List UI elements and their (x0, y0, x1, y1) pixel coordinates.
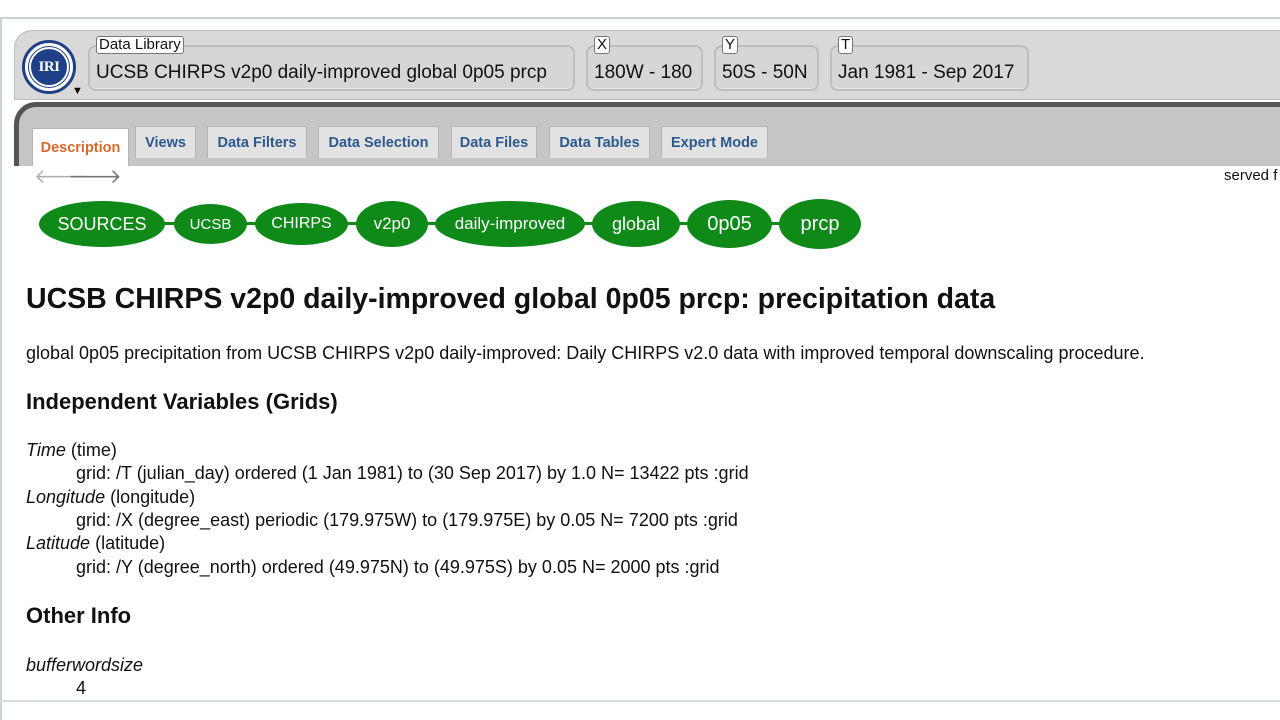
x-tag: X (594, 36, 611, 54)
variable-time: Time (time) (26, 440, 117, 461)
variable-longitude-name: Longitude (26, 487, 106, 507)
top-border (0, 17, 1280, 19)
variable-latitude-grid: grid: /Y (degree_north) ordered (49.975N… (76, 557, 720, 577)
tab-data-tables[interactable]: Data Tables (549, 126, 650, 158)
breadcrumb-daily-improved[interactable]: daily-improved (435, 201, 585, 247)
iri-logo[interactable]: IRI (22, 40, 80, 98)
y-range-value: 50S - 50N (722, 62, 808, 83)
breadcrumb-sources[interactable]: SOURCES (39, 201, 165, 247)
x-range-field[interactable]: X 180W - 180 (586, 36, 703, 91)
y-tag: Y (722, 36, 739, 54)
tab-views[interactable]: Views (135, 126, 196, 158)
page-title: UCSB CHIRPS v2p0 daily-improved global 0… (26, 283, 996, 315)
variable-latitude-name: Latitude (26, 533, 91, 553)
variable-time-name: Time (26, 440, 66, 460)
breadcrumb-v2p0[interactable]: v2p0 (356, 201, 428, 247)
breadcrumb-0p05[interactable]: 0p05 (687, 200, 772, 248)
bottom-border (0, 700, 1280, 702)
breadcrumb-connector (676, 222, 692, 225)
forward-arrow-icon[interactable]: 🡒 (68, 166, 122, 188)
t-range-field[interactable]: T Jan 1981 - Sep 2017 (830, 36, 1029, 91)
variable-longitude: Longitude (longitude) (26, 487, 195, 508)
y-range-field[interactable]: Y 50S - 50N (714, 36, 819, 91)
tab-data-filters[interactable]: Data Filters (207, 126, 307, 158)
tab-data-selection[interactable]: Data Selection (318, 126, 439, 158)
other-info-item-name: bufferwordsize (26, 655, 143, 676)
x-range-value: 180W - 180 (594, 62, 693, 83)
t-range-value: Jan 1981 - Sep 2017 (838, 62, 1015, 83)
data-library-value: UCSB CHIRPS v2p0 daily-improved global 0… (96, 62, 547, 83)
breadcrumb-prcp[interactable]: prcp (779, 199, 861, 249)
variable-latitude: Latitude (latitude) (26, 533, 165, 554)
other-info-item-value: 4 (76, 678, 87, 698)
dataset-description: global 0p05 precipitation from UCSB CHIR… (26, 343, 1145, 363)
data-library-tag: Data Library (96, 36, 184, 54)
variable-latitude-id: (latitude) (95, 533, 166, 553)
tab-data-files[interactable]: Data Files (451, 126, 537, 158)
data-library-field[interactable]: Data Library UCSB CHIRPS v2p0 daily-impr… (88, 36, 575, 91)
variable-longitude-grid: grid: /X (degree_east) periodic (179.975… (76, 510, 738, 530)
breadcrumb-connector (240, 222, 262, 225)
logo-menu-caret-icon[interactable]: ▼ (72, 85, 83, 97)
served-by-text: served f (1224, 167, 1278, 184)
tab-expert-mode[interactable]: Expert Mode (661, 126, 768, 158)
breadcrumb-connector (580, 222, 598, 225)
bufferwordsize-label: bufferwordsize (26, 655, 144, 675)
iri-logo-ring: IRI (22, 40, 76, 94)
iri-logo-text: IRI (29, 47, 69, 87)
independent-variables-heading: Independent Variables (Grids) (26, 389, 338, 414)
breadcrumb-connector (768, 222, 784, 225)
variable-longitude-id: (longitude) (110, 487, 196, 507)
other-info-heading: Other Info (26, 603, 132, 628)
variable-time-id: (time) (70, 440, 117, 460)
breadcrumb-connector (150, 222, 180, 225)
t-tag: T (838, 36, 854, 54)
breadcrumb-chirps[interactable]: CHIRPS (255, 203, 348, 245)
breadcrumb-connector (422, 222, 440, 225)
breadcrumb-connector (342, 222, 362, 225)
left-border (0, 17, 2, 720)
variable-time-grid: grid: /T (julian_day) ordered (1 Jan 198… (76, 463, 749, 483)
back-arrow-icon[interactable]: 🡐 (34, 166, 88, 188)
breadcrumb-global[interactable]: global (592, 201, 680, 247)
tab-description[interactable]: Description (32, 128, 129, 166)
breadcrumb-ucsb[interactable]: UCSB (174, 204, 247, 244)
